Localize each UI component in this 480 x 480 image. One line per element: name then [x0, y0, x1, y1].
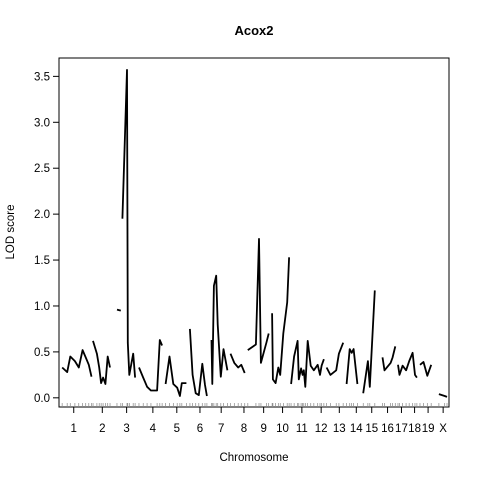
y-tick-label: 0.5	[34, 347, 50, 359]
y-tick-label: 2.5	[34, 163, 50, 175]
chromosome-label: 6	[197, 423, 203, 435]
chromosome-label: X	[439, 423, 447, 435]
lod-curve-segment	[325, 342, 345, 376]
lod-curve-segment	[438, 393, 448, 398]
lod-curve-segment	[229, 353, 246, 374]
chromosome-label: 15	[365, 423, 378, 435]
lod-curve-segment	[121, 69, 136, 378]
chromosome-label: 5	[174, 423, 180, 435]
lod-curve-segment	[164, 355, 187, 397]
y-tick-label: 0.0	[34, 393, 50, 405]
chromosome-label: 7	[218, 423, 224, 435]
y-axis: 0.0 0.5 1.0 1.5 2.0 2.5 3.0 3.5	[34, 71, 59, 405]
y-tick-label: 3.5	[34, 71, 50, 83]
chromosome-label: 11	[296, 423, 308, 435]
y-axis-label: LOD score	[5, 205, 17, 260]
chromosome-label: 3	[123, 423, 129, 435]
chromosome-label: 10	[276, 423, 289, 435]
chart-title: Acox2	[234, 23, 273, 38]
lod-curve-segment	[61, 349, 93, 377]
lod-curve-segment	[210, 274, 229, 385]
lod-curve-segment	[419, 361, 433, 377]
lod-curve-segment	[92, 340, 111, 385]
chromosome-label: 1	[71, 423, 77, 435]
y-tick-label: 2.0	[34, 209, 50, 221]
chromosome-label: 17	[395, 423, 408, 435]
lod-curve-segment	[138, 339, 163, 392]
x-axis: 1 2 3 4 5 6 7 8 9 10 11 12 13 14 15 16 17 18 19 X	[61, 403, 448, 435]
lod-curve-segment	[397, 351, 418, 379]
lod-curve-segment	[381, 346, 397, 372]
y-tick-label: 1.5	[34, 255, 50, 267]
chromosome-label: 2	[99, 423, 105, 435]
lod-curve-segment	[345, 348, 359, 385]
lod-curve-segment	[362, 290, 376, 394]
plot-frame	[58, 57, 450, 408]
lod-curve-segment	[290, 340, 325, 388]
lod-curve-segment	[189, 328, 208, 397]
lod-curve-segment	[271, 257, 290, 384]
chromosome-label: 19	[422, 423, 435, 435]
chromosome-label: 12	[315, 423, 328, 435]
chromosome-label: 9	[260, 423, 266, 435]
chromosome-label: 8	[241, 423, 247, 435]
chromosome-label: 13	[333, 423, 346, 435]
y-tick-label: 3.0	[34, 117, 50, 129]
chromosome-label: 4	[150, 423, 157, 435]
x-axis-label: Chromosome	[219, 452, 288, 464]
chromosome-label: 18	[408, 423, 421, 435]
lod-series	[61, 69, 448, 398]
y-tick-label: 1.0	[34, 301, 50, 313]
lod-curve-segment	[116, 308, 122, 312]
chromosome-label: 14	[350, 423, 363, 435]
chromosome-label: 16	[381, 423, 394, 435]
lod-curve-segment	[247, 238, 270, 364]
